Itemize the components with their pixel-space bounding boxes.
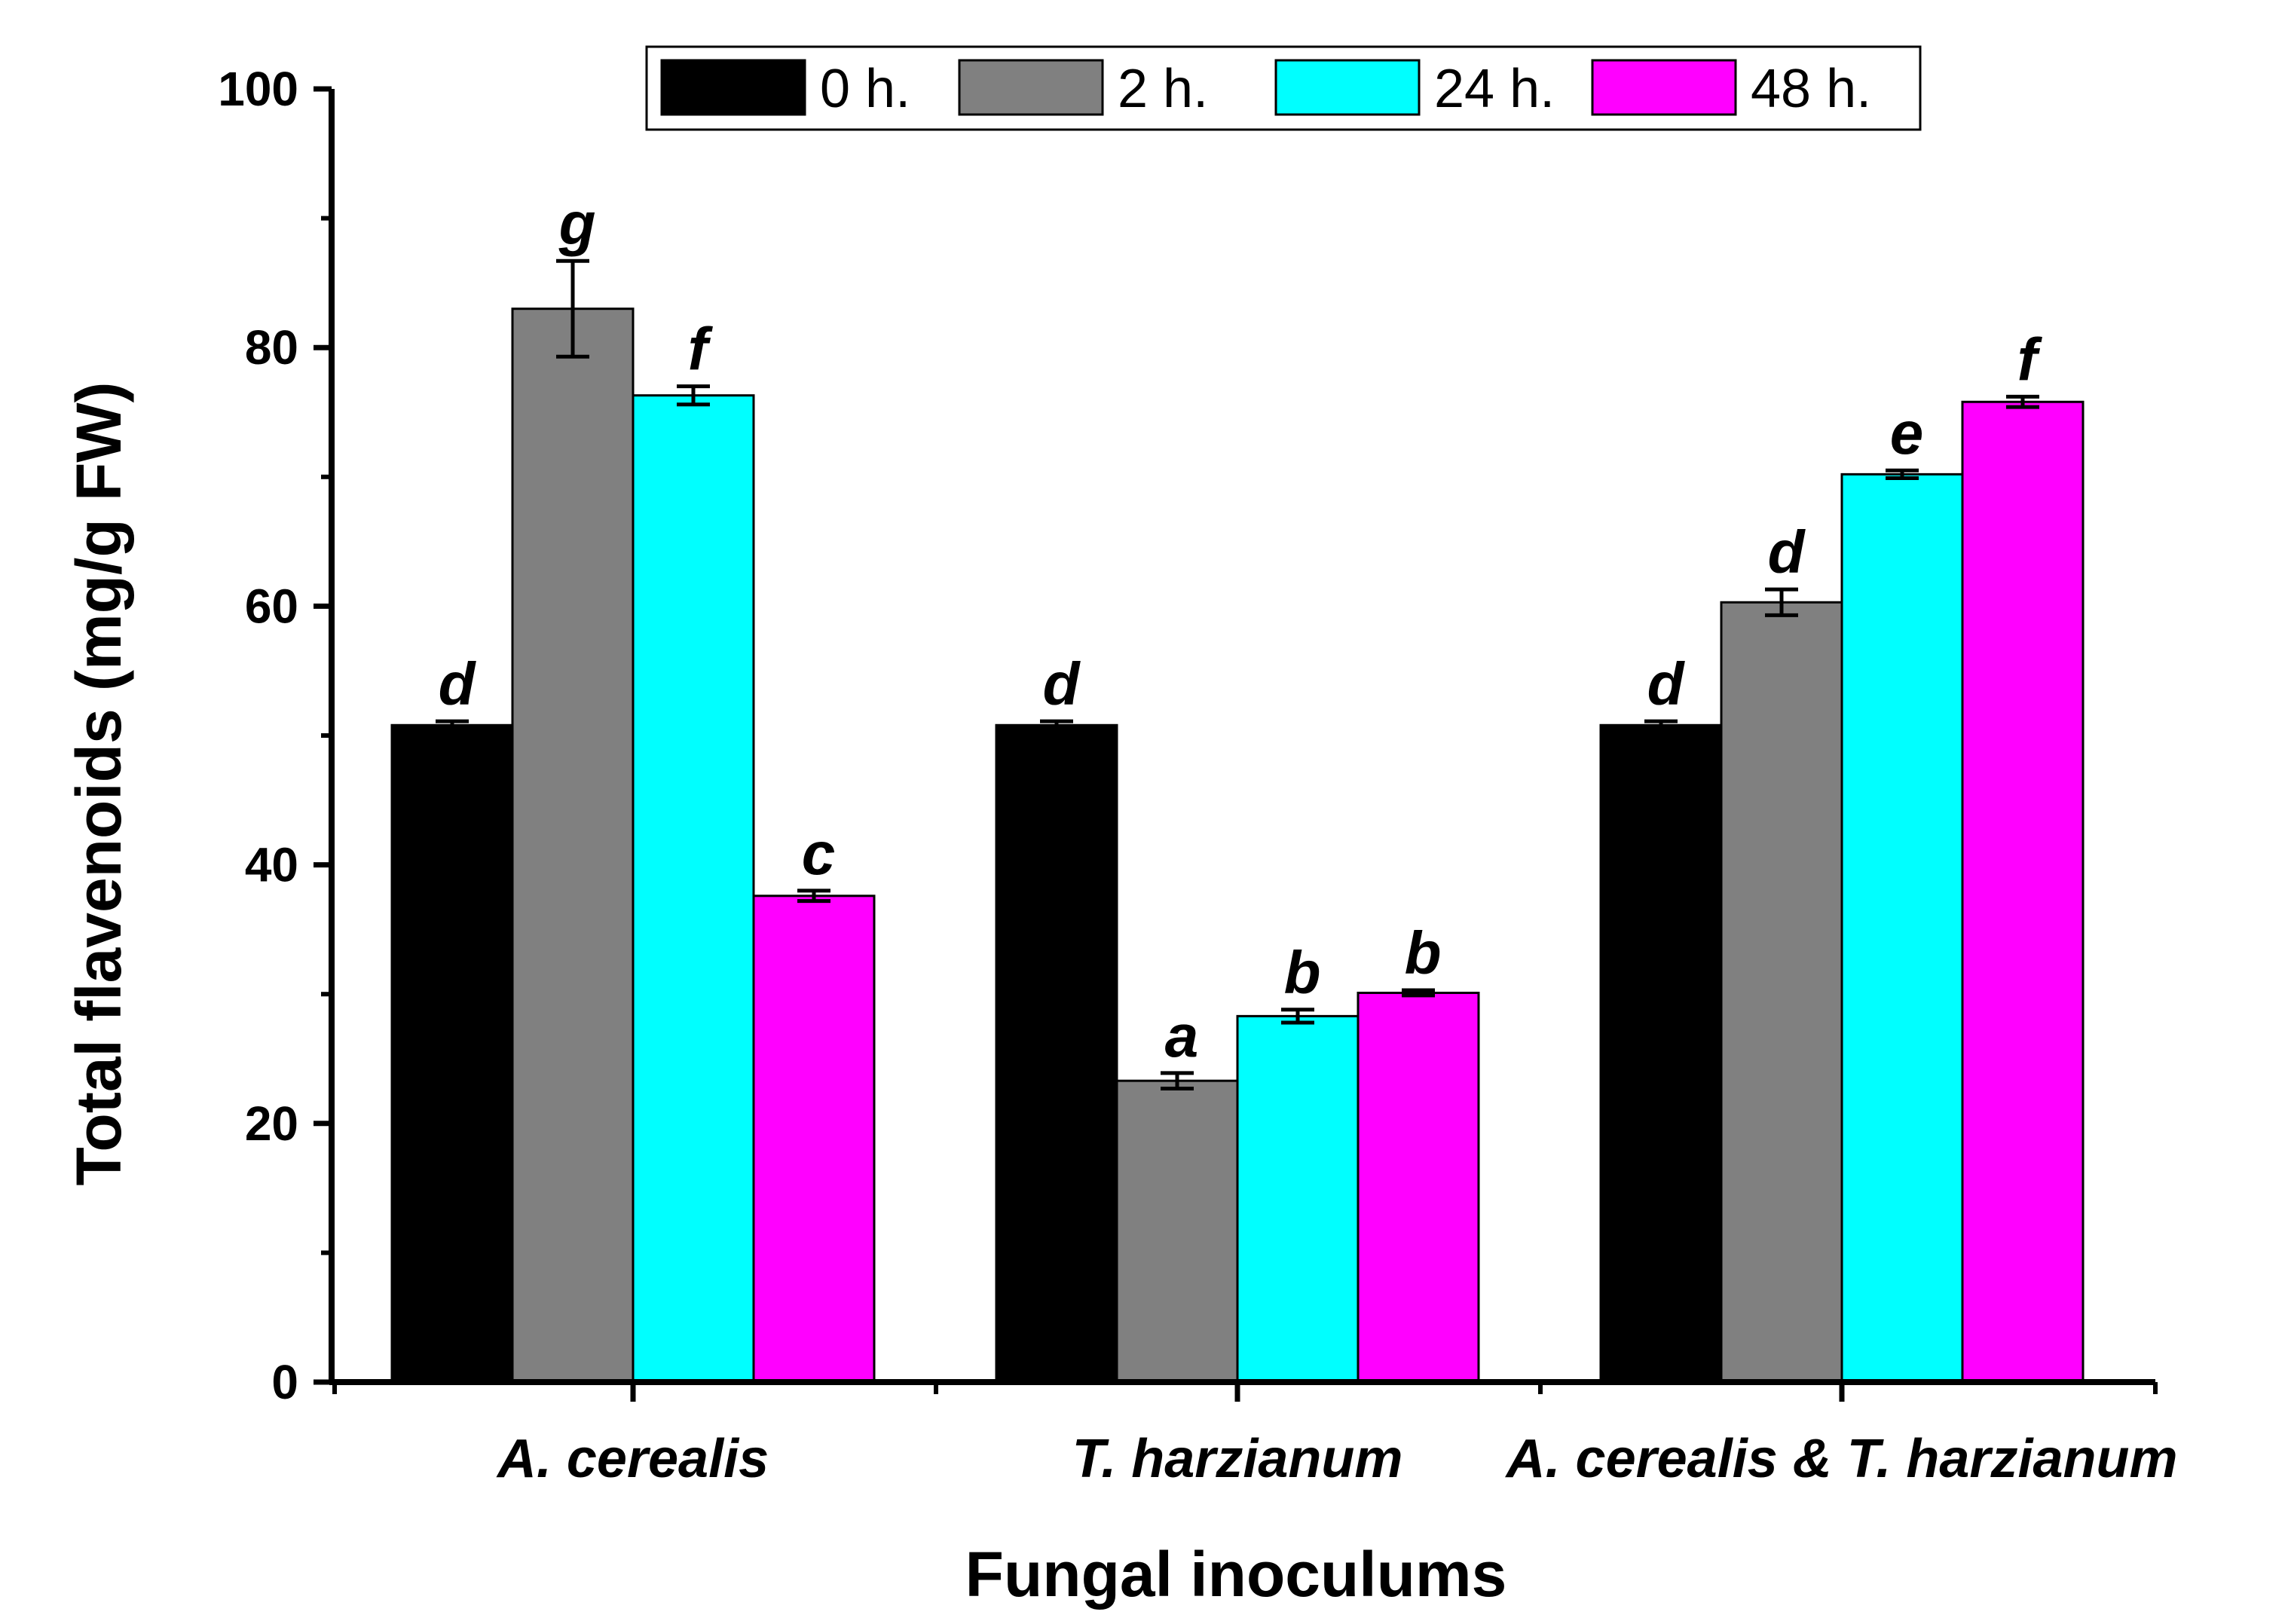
significance-letter-0-1: g [558, 190, 596, 257]
y-tick-label-0: 0 [271, 1355, 298, 1409]
legend-swatch-3 [1591, 59, 1737, 116]
y-tick-label-5: 100 [218, 62, 298, 116]
error-bars-layer [436, 258, 2039, 1090]
bar-1-0 [995, 723, 1118, 1384]
y-tick-label-3: 60 [245, 579, 298, 633]
significance-letter-2-1: d [1768, 518, 1806, 586]
bar-0-0 [390, 723, 514, 1384]
legend-swatch-1 [958, 59, 1104, 116]
y-tick-label-1: 20 [245, 1096, 298, 1151]
bar-2-2 [1840, 473, 1964, 1384]
significance-letter-0-3: c [802, 820, 836, 887]
significance-letter-1-0: d [1043, 650, 1081, 717]
bar-2-0 [1599, 723, 1723, 1384]
significance-letter-2-0: d [1647, 650, 1686, 717]
x-tick-label-2: A. cerealis & T. harzianum [1505, 1429, 2178, 1489]
x-tick-label-1: T. harzianum [1072, 1429, 1403, 1489]
significance-letter-1-2: b [1284, 939, 1321, 1006]
significance-letter-0-0: d [439, 650, 477, 717]
bars-layer [390, 307, 2085, 1384]
bar-0-3 [752, 895, 876, 1384]
significance-letter-1-3: b [1405, 919, 1442, 986]
bar-1-3 [1357, 991, 1480, 1384]
legend-label-1: 2 h. [1118, 59, 1208, 119]
bar-2-3 [1961, 400, 2085, 1384]
legend: 0 h. 2 h. 24 h. 48 h. [645, 45, 1922, 131]
y-tick-label-2: 40 [245, 838, 298, 892]
x-axis-title: Fungal inoculums [965, 1539, 1507, 1610]
legend-swatch-0 [660, 59, 806, 116]
axes-layer: A. cerealis T. harzianum A. cerealis & T. … [218, 62, 2177, 1489]
significance-letter-0-2: f [688, 316, 714, 383]
bar-2-1 [1720, 601, 1843, 1384]
bar-0-2 [632, 394, 755, 1384]
legend-label-3: 48 h. [1751, 59, 1871, 119]
bar-1-2 [1236, 1014, 1360, 1384]
y-tick-label-4: 80 [245, 320, 298, 375]
y-axis-title: Total flavenoids (mg/g FW) [63, 381, 134, 1185]
bar-1-1 [1115, 1079, 1239, 1384]
legend-swatch-2 [1274, 59, 1421, 116]
legend-label-2: 24 h. [1434, 59, 1555, 119]
significance-letter-2-2: e [1890, 399, 1924, 466]
legend-label-0: 0 h. [820, 59, 910, 119]
significance-letter-1-1: a [1165, 1002, 1199, 1069]
x-tick-label-0: A. cerealis [496, 1429, 769, 1489]
significance-letter-2-3: f [2017, 326, 2043, 393]
bar-0-1 [511, 307, 635, 1384]
